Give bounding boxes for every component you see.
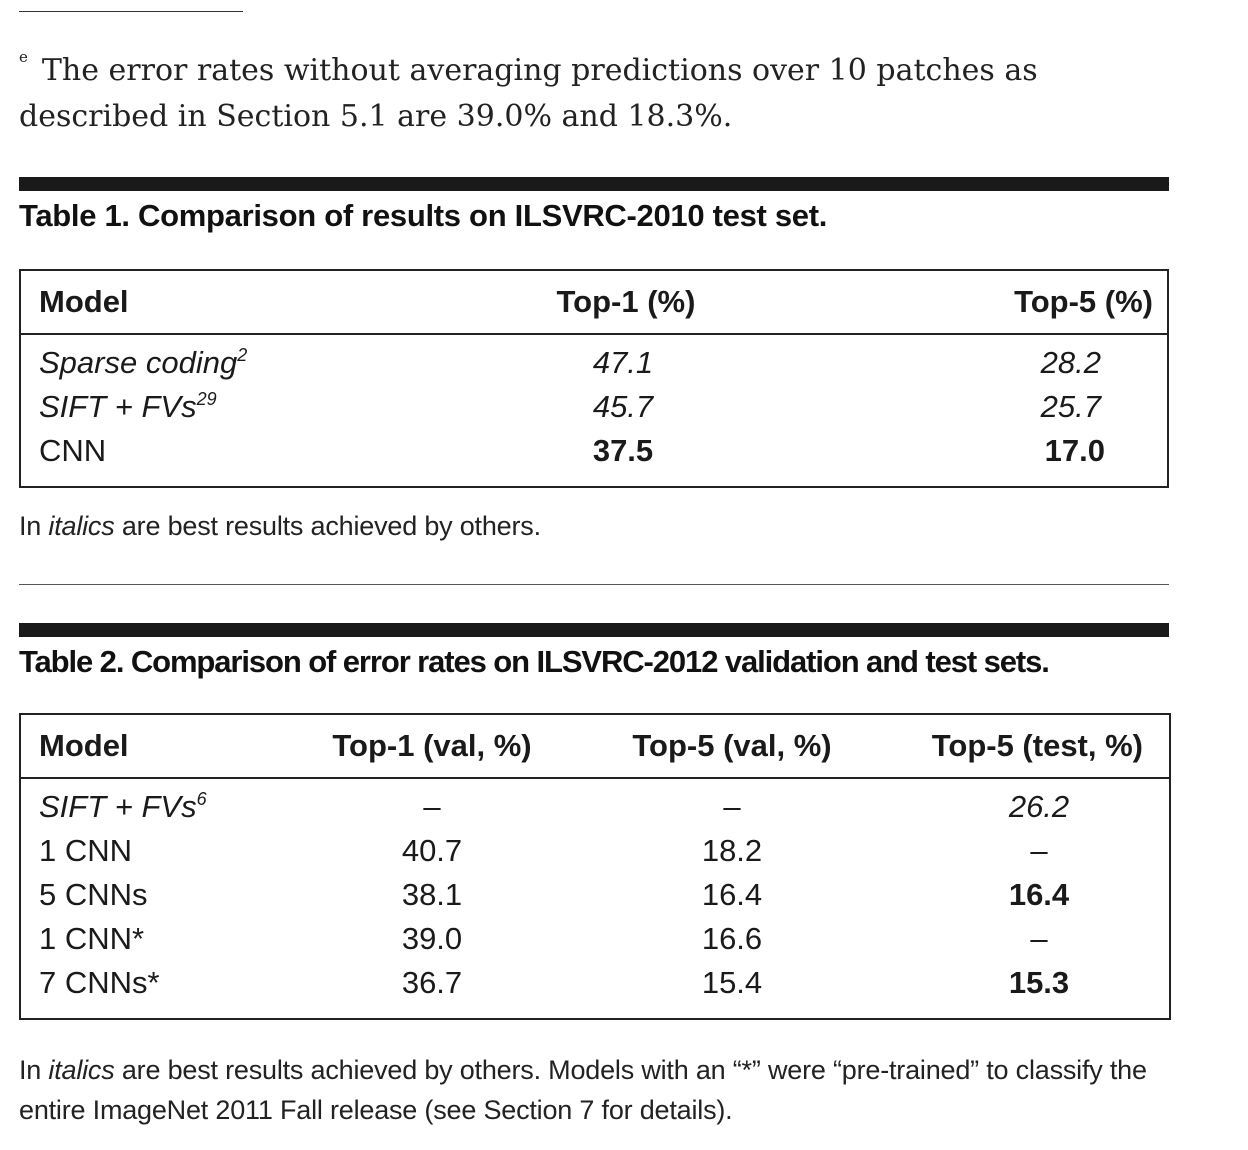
table2-model-cell: 5 CNNs xyxy=(39,877,148,912)
table1-model-cell: CNN xyxy=(39,433,107,468)
note-italic: italics xyxy=(48,511,115,541)
note-prefix: In xyxy=(19,511,49,541)
table1-header-top1: Top-1 (%) xyxy=(431,271,821,335)
table2-top5-val-cell: 16.6 xyxy=(701,921,763,956)
table1-caption: Table 1. Comparison of results on ILSVRC… xyxy=(19,198,828,233)
table2-top5-val-cell: 15.4 xyxy=(701,965,763,1000)
table2-top5-val-cell: 18.2 xyxy=(701,833,763,868)
table-row: 1 CNN 40.7 18.2 – xyxy=(21,829,1169,873)
table2-note: In italics are best results achieved by … xyxy=(19,1050,1179,1130)
table1-model-cell: Sparse coding2 xyxy=(21,334,431,385)
table-row: 7 CNNs* 36.7 15.4 15.3 xyxy=(21,961,1169,1005)
footnote-marker: e xyxy=(19,48,28,66)
table-row: 1 CNN* 39.0 16.6 – xyxy=(21,917,1169,961)
table2-top5-val-cell: 16.4 xyxy=(701,877,763,912)
footnote: e The error rates without averaging predi… xyxy=(19,34,1179,140)
table1-top1-cell: 45.7 xyxy=(592,389,654,424)
table1-top5-cell: 28.2 xyxy=(1040,345,1101,380)
note-prefix: In xyxy=(19,1055,49,1085)
table2-top1-val-cell: 36.7 xyxy=(401,965,463,1000)
table1-header-top5: Top-5 (%) xyxy=(821,271,1167,335)
table1-top-bar xyxy=(19,177,1169,191)
section-divider xyxy=(19,584,1169,585)
table2-header-top1-val: Top-1 (val, %) xyxy=(283,715,581,779)
table2-top1-val-cell: – xyxy=(423,789,441,824)
table1-model-cell: SIFT + FVs29 xyxy=(21,385,431,429)
table2-model-cell: 1 CNN* xyxy=(39,921,145,956)
table2-top5-test-cell: 16.4 xyxy=(1008,877,1070,912)
table1-note: In italics are best results achieved by … xyxy=(19,506,1179,546)
table-row: 5 CNNs 38.1 16.4 16.4 xyxy=(21,873,1169,917)
table-row: CNN 37.5 17.0 xyxy=(21,429,1167,473)
table1-header-model: Model xyxy=(21,271,431,335)
table2-top5-test-cell: 26.2 xyxy=(1008,789,1070,824)
table2-model-cell: 7 CNNs* xyxy=(39,965,160,1000)
table-row: Sparse coding2 47.1 28.2 xyxy=(21,334,1167,385)
footnote-text: The error rates without averaging predic… xyxy=(19,53,1038,134)
note-suffix: are best results achieved by others. xyxy=(114,511,541,541)
model-name: SIFT + FVs xyxy=(39,789,197,824)
table1-top5-cell: 25.7 xyxy=(1040,389,1101,424)
reference-number: 2 xyxy=(237,345,248,365)
table2-top5-val-cell: – xyxy=(723,789,741,824)
table2-top5-test-cell: 15.3 xyxy=(1008,965,1070,1000)
table2-top-bar xyxy=(19,623,1169,637)
note-suffix: are best results achieved by others. Mod… xyxy=(19,1055,1147,1125)
table2: Model Top-1 (val, %) Top-5 (val, %) Top-… xyxy=(19,713,1171,1020)
reference-number: 6 xyxy=(196,789,207,809)
table-row: SIFT + FVs6 – – 26.2 xyxy=(21,778,1169,829)
table2-header-row: Model Top-1 (val, %) Top-5 (val, %) Top-… xyxy=(21,715,1169,779)
note-italic: italics xyxy=(48,1055,115,1085)
table1-header-row: Model Top-1 (%) Top-5 (%) xyxy=(21,271,1167,335)
table2-top1-val-cell: 40.7 xyxy=(401,833,463,868)
table2-caption: Table 2. Comparison of error rates on IL… xyxy=(19,644,1050,679)
top-rule xyxy=(19,11,243,12)
table1: Model Top-1 (%) Top-5 (%) Sparse coding2… xyxy=(19,269,1169,488)
model-name: Sparse coding xyxy=(39,345,238,380)
table1-top5-cell: 17.0 xyxy=(1044,433,1105,468)
table2-model-cell: 1 CNN xyxy=(39,833,133,868)
table2-header-model: Model xyxy=(21,715,283,779)
reference-number: 29 xyxy=(196,389,217,409)
table2-top5-test-cell: – xyxy=(1030,833,1048,868)
table1-top1-cell: 47.1 xyxy=(592,345,654,380)
model-name: SIFT + FVs xyxy=(39,389,197,424)
table2-top1-val-cell: 39.0 xyxy=(401,921,463,956)
table2-top5-test-cell: – xyxy=(1030,921,1048,956)
table1-top1-cell: 37.5 xyxy=(592,433,654,468)
table2-header-top5-val: Top-5 (val, %) xyxy=(581,715,883,779)
table-row: SIFT + FVs29 45.7 25.7 xyxy=(21,385,1167,429)
table2-model-cell: SIFT + FVs6 xyxy=(21,778,283,829)
table2-top1-val-cell: 38.1 xyxy=(401,877,463,912)
table2-header-top5-test: Top-5 (test, %) xyxy=(883,715,1169,779)
